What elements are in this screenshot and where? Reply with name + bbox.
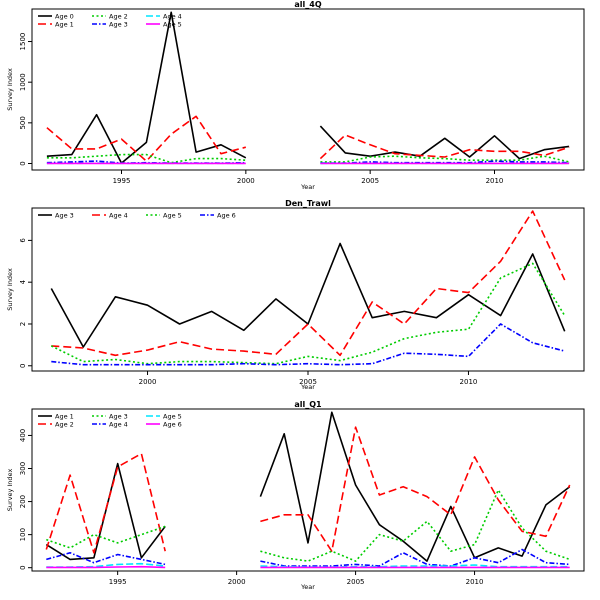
series-line-age-1 (46, 115, 247, 162)
x-tick-label: 2005 (347, 578, 365, 586)
series-line-age-6 (46, 565, 166, 569)
y-tick-label: 4 (19, 279, 27, 284)
x-axis-label: Year (300, 583, 315, 591)
y-tick-label: 0 (19, 161, 27, 165)
series-line-age-1 (45, 462, 166, 561)
series-line-age-4 (46, 551, 166, 566)
legend-label: Age 3 (55, 211, 74, 219)
plot-frame (31, 408, 585, 572)
legend-label: Age 1 (55, 20, 74, 28)
series-line-age-2 (320, 155, 570, 163)
legend-label: Age 4 (109, 211, 128, 219)
chart-title: Den_Trawl (285, 199, 331, 208)
y-tick-label: 500 (19, 116, 27, 129)
plot-frame (31, 207, 585, 372)
series-line-age-6 (51, 323, 565, 366)
y-tick-label: 0 (19, 364, 27, 368)
legend-label: Age 6 (163, 420, 182, 428)
x-tick-label: 2005 (299, 378, 317, 386)
plot-frame (31, 8, 585, 171)
x-tick-label: 2000 (228, 578, 246, 586)
x-tick-label: 2000 (237, 177, 255, 185)
x-tick-label: 2010 (460, 378, 478, 386)
y-axis-label: Survey Index (6, 268, 14, 311)
legend-label: Age 6 (217, 211, 236, 219)
x-tick-label: 2005 (361, 177, 379, 185)
series-line-age-3 (260, 489, 570, 562)
legend-label: Age 3 (109, 412, 128, 420)
legend-label: Age 2 (109, 12, 128, 20)
legend-label: Age 4 (163, 12, 182, 20)
legend-label: Age 5 (163, 20, 182, 28)
y-axis-label: Survey Index (6, 469, 14, 512)
series-line-age-2 (46, 153, 246, 164)
y-tick-label: 0 (19, 565, 27, 569)
series-line-age-3 (46, 525, 166, 549)
series-line-age-1 (319, 134, 570, 160)
series-line-age-1 (259, 411, 571, 562)
series-line-age-4 (260, 548, 570, 567)
series-line-age-2 (260, 426, 571, 553)
x-axis-label: Year (300, 183, 315, 191)
legend-label: Age 1 (55, 412, 74, 420)
series-line-age-3 (50, 242, 566, 348)
x-tick-label: 1995 (113, 177, 131, 185)
chart-panel-1: all_4Q 1995 2000 2005 2010 0 500 1000 1500 Year Su… (6, 0, 585, 191)
x-tick-label: 2010 (486, 177, 504, 185)
chart-title: all_Q1 (294, 400, 322, 409)
y-tick-label: 1500 (19, 33, 27, 51)
x-tick-label: 1995 (109, 578, 127, 586)
legend-label: Age 4 (109, 420, 128, 428)
x-axis-label: Year (300, 383, 315, 391)
x-tick-label: 2010 (466, 578, 484, 586)
y-axis-label: Survey Index (6, 68, 14, 111)
x-tick-label: 2000 (139, 378, 157, 386)
series-line-age-0 (319, 125, 570, 160)
series-line-age-5 (50, 262, 566, 365)
legend-label: Age 0 (55, 12, 74, 20)
y-tick-label: 200 (19, 495, 27, 508)
legend-label: Age 2 (55, 420, 74, 428)
chart-panel-2: Den_Trawl 2000 2005 2010 0 2 4 6 Year Survey Inde… (6, 199, 585, 391)
legend-label: Age 5 (163, 412, 182, 420)
series-line-age-4 (51, 210, 566, 357)
legend: Age 3 Age 4 Age 5 Age 6 (38, 211, 236, 219)
y-tick-label: 1000 (19, 73, 27, 91)
series-line-age-0 (46, 11, 247, 164)
y-tick-label: 300 (19, 462, 27, 475)
series-line-age-3 (320, 160, 570, 164)
y-tick-label: 6 (19, 238, 27, 243)
chart-title: all_4Q (294, 0, 321, 9)
chart-panel-3: all_Q1 1995 2000 2005 2010 0 100 200 300 400 Year S… (6, 400, 585, 591)
y-tick-label: 2 (19, 322, 27, 326)
series-line-age-2 (45, 452, 166, 554)
y-tick-label: 100 (19, 528, 27, 541)
legend-label: Age 3 (109, 20, 128, 28)
legend-label: Age 5 (163, 211, 182, 219)
y-tick-label: 400 (19, 429, 27, 442)
